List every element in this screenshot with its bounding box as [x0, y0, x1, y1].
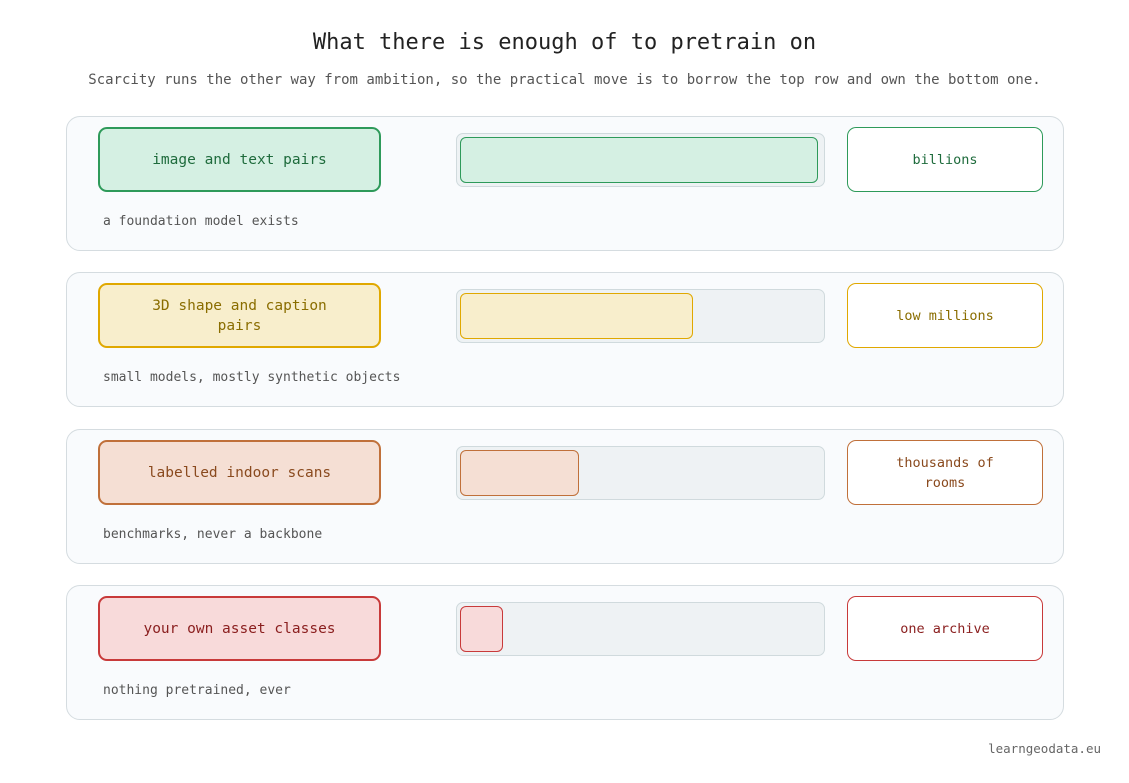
- bar-fill: [460, 450, 579, 496]
- row-amount: billions: [847, 127, 1043, 192]
- footer: learngeodata.eu: [988, 741, 1101, 756]
- row-card: labelled indoor scans thousands of rooms b…: [66, 429, 1064, 564]
- row-note: benchmarks, never a backbone: [103, 527, 323, 542]
- row-label: image and text pairs: [98, 127, 381, 192]
- row-label: 3D shape and caption pairs: [98, 283, 381, 348]
- bar-track: [456, 446, 825, 500]
- bar-track: [456, 289, 825, 343]
- subtitle: Scarcity runs the other way from ambitio…: [88, 72, 1041, 88]
- row-amount: thousands of rooms: [847, 440, 1043, 505]
- row-card: your own asset classes one archive nothing…: [66, 585, 1064, 720]
- bar-track: [456, 602, 825, 656]
- row-card: image and text pairs billions a foundation…: [66, 116, 1064, 251]
- row-label: your own asset classes: [98, 596, 381, 661]
- row-amount: one archive: [847, 596, 1043, 661]
- bar-track: [456, 133, 825, 187]
- row-label: labelled indoor scans: [98, 440, 381, 505]
- bar-fill: [460, 293, 693, 339]
- row-note: a foundation model exists: [103, 214, 299, 229]
- row-amount: low millions: [847, 283, 1043, 348]
- bar-fill: [460, 137, 818, 183]
- row-note: nothing pretrained, ever: [103, 683, 291, 698]
- row-note: small models, mostly synthetic objects: [103, 370, 401, 385]
- bar-fill: [460, 606, 503, 652]
- title: What there is enough of to pretrain on: [312, 30, 817, 55]
- row-card: 3D shape and caption pairs low millions sm…: [66, 272, 1064, 407]
